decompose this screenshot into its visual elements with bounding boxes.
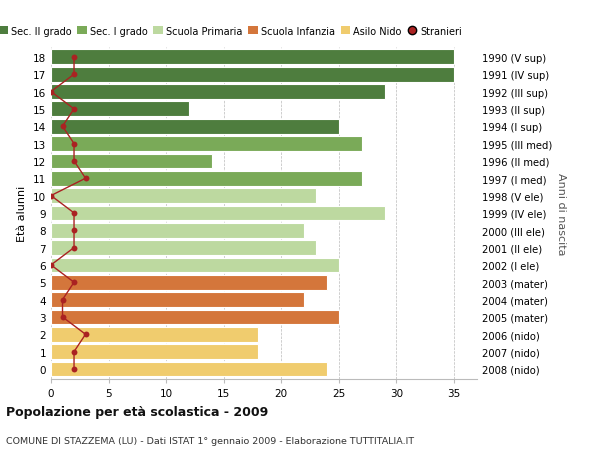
Y-axis label: Età alunni: Età alunni	[17, 185, 28, 241]
Legend: Sec. II grado, Sec. I grado, Scuola Primaria, Scuola Infanzia, Asilo Nido, Stran: Sec. II grado, Sec. I grado, Scuola Prim…	[0, 27, 462, 37]
Point	[81, 331, 91, 338]
Point	[69, 348, 79, 356]
Point	[69, 279, 79, 286]
Point	[69, 71, 79, 78]
Bar	[51, 67, 454, 82]
Bar	[51, 327, 258, 342]
Point	[69, 140, 79, 148]
Bar	[51, 345, 258, 359]
Y-axis label: Anni di nascita: Anni di nascita	[556, 172, 566, 255]
Bar	[51, 102, 189, 117]
Bar	[51, 258, 339, 273]
Bar	[51, 362, 328, 376]
Bar	[51, 224, 304, 238]
Bar	[51, 154, 212, 169]
Bar	[51, 50, 454, 65]
Bar	[51, 206, 385, 221]
Point	[69, 158, 79, 165]
Bar	[51, 119, 339, 134]
Bar	[51, 292, 304, 308]
Bar	[51, 241, 316, 255]
Point	[58, 313, 67, 321]
Bar	[51, 85, 385, 100]
Point	[46, 89, 56, 96]
Point	[69, 210, 79, 217]
Point	[81, 175, 91, 183]
Bar	[51, 172, 362, 186]
Text: COMUNE DI STAZZEMA (LU) - Dati ISTAT 1° gennaio 2009 - Elaborazione TUTTITALIA.I: COMUNE DI STAZZEMA (LU) - Dati ISTAT 1° …	[6, 436, 414, 445]
Point	[58, 296, 67, 303]
Point	[69, 227, 79, 235]
Point	[69, 244, 79, 252]
Bar	[51, 275, 328, 290]
Point	[69, 365, 79, 373]
Point	[46, 262, 56, 269]
Point	[58, 123, 67, 131]
Point	[69, 54, 79, 62]
Bar	[51, 137, 362, 151]
Bar	[51, 189, 316, 203]
Bar	[51, 310, 339, 325]
Point	[46, 192, 56, 200]
Point	[69, 106, 79, 113]
Text: Popolazione per età scolastica - 2009: Popolazione per età scolastica - 2009	[6, 405, 268, 419]
